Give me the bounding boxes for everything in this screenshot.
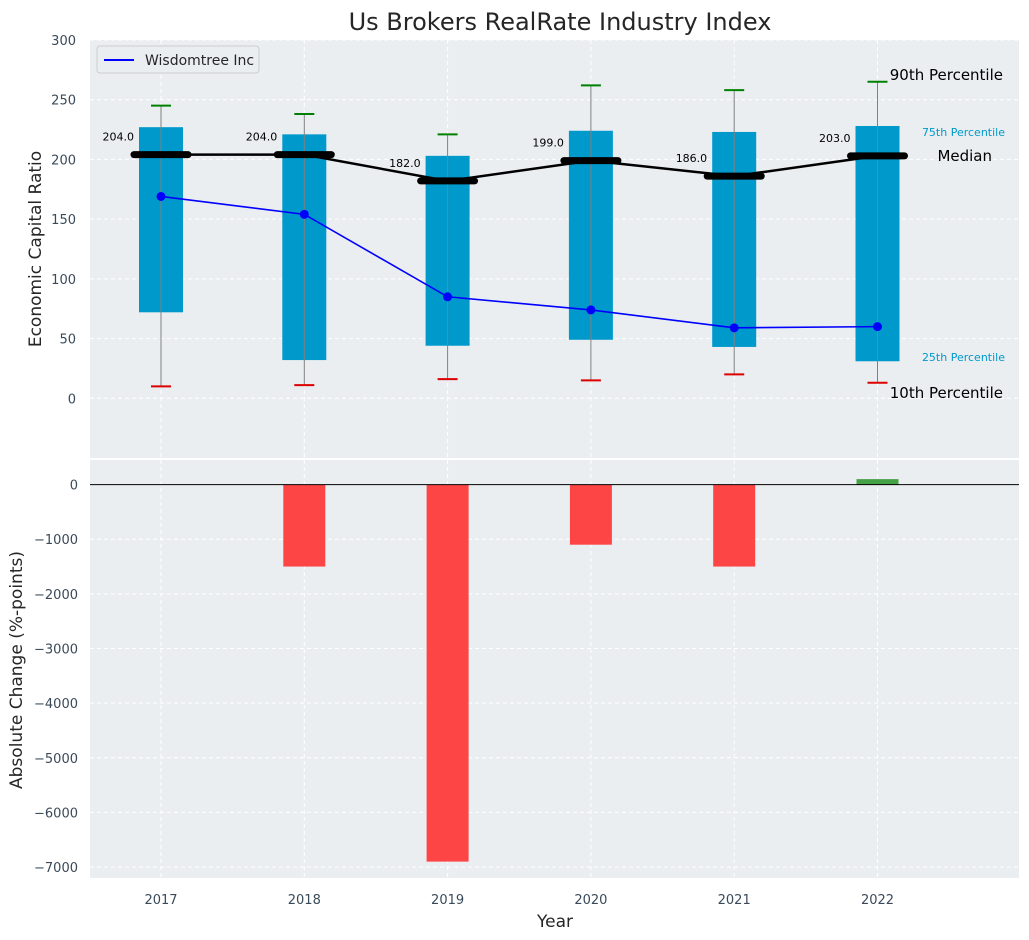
x-tick-label: 2019 xyxy=(431,893,464,908)
top-y-tick-label: 50 xyxy=(59,333,76,348)
bottom-y-tick-label: −2000 xyxy=(34,588,78,603)
series-line xyxy=(160,195,878,329)
median-value-label: 182.0 xyxy=(389,157,421,170)
x-tick-label: 2021 xyxy=(718,893,751,908)
bottom-plot-area xyxy=(90,460,1019,878)
change-bar-2022 xyxy=(856,479,899,485)
median-value-label: 199.0 xyxy=(532,137,564,150)
top-y-tick-label: 100 xyxy=(51,273,76,288)
label-p90: 90th Percentile xyxy=(890,66,1003,84)
change-bar-2020 xyxy=(569,484,612,545)
bottom-y-tick-label: −6000 xyxy=(34,806,78,821)
label-p10: 10th Percentile xyxy=(890,384,1003,402)
change-bar-2019 xyxy=(426,484,469,862)
bottom-y-tick-label: −5000 xyxy=(34,752,78,767)
legend: Wisdomtree Inc xyxy=(96,45,260,74)
legend-box xyxy=(96,45,260,74)
median-value-label: 186.0 xyxy=(676,152,708,165)
bottom-y-axis-label: Absolute Change (%-points) xyxy=(7,551,27,789)
x-tick-label: 2020 xyxy=(574,893,607,908)
label-p75: 75th Percentile xyxy=(922,126,1005,139)
x-tick-labels: 2017 2018 2019 2020 2021 2022 xyxy=(144,893,894,908)
x-tick-label: 2017 xyxy=(144,893,177,908)
bottom-y-tick-label: −7000 xyxy=(34,861,78,876)
bottom-y-tick-label: −1000 xyxy=(34,533,78,548)
x-axis-label: Year xyxy=(536,912,573,932)
top-y-axis-label: Economic Capital Ratio xyxy=(26,151,46,347)
x-tick-label: 2022 xyxy=(861,893,894,908)
series-point-2021 xyxy=(729,323,739,333)
bottom-y-tick-label: −4000 xyxy=(34,697,78,712)
bottom-y-tick-label: −3000 xyxy=(34,643,78,658)
median-value-label: 203.0 xyxy=(819,132,851,145)
series-point-2022 xyxy=(873,322,882,332)
series-point-2020 xyxy=(586,305,596,315)
change-bar-2018 xyxy=(283,484,326,567)
legend-series-label: Wisdomtree Inc xyxy=(145,53,254,69)
percentile-labels: 90th Percentile 75th Percentile Median 2… xyxy=(890,66,1005,402)
top-gridlines xyxy=(90,39,1019,458)
series-point-2017 xyxy=(156,191,166,201)
top-y-tick-label: 200 xyxy=(51,153,76,168)
label-p25: 25th Percentile xyxy=(922,351,1005,364)
change-bars xyxy=(283,479,899,862)
top-y-ticks: 0 50 100 150 200 250 300 xyxy=(51,34,76,407)
median-line-group: 204.0 204.0 182.0 199.0 186.0 203.0 xyxy=(103,131,908,185)
bottom-y-ticks: 0 −1000 −2000 −3000 −4000 −5000 −6000 −7000 xyxy=(34,479,78,876)
top-y-tick-label: 250 xyxy=(51,94,76,109)
bottom-y-tick-label: 0 xyxy=(70,479,78,494)
top-panel: 0 50 100 150 200 250 300 204.0 204.0 182.0 199.0 1… xyxy=(26,34,1019,458)
change-bar-2021 xyxy=(713,484,756,567)
x-tick-label: 2018 xyxy=(288,893,321,908)
top-y-tick-label: 0 xyxy=(68,392,76,407)
series-line-group xyxy=(156,191,882,333)
top-y-tick-label: 300 xyxy=(51,34,76,49)
median-value-label: 204.0 xyxy=(246,131,278,144)
percentile-boxes xyxy=(139,80,900,388)
median-value-label: 204.0 xyxy=(103,131,135,144)
label-median: Median xyxy=(937,147,992,165)
series-point-2018 xyxy=(299,209,309,219)
series-point-2019 xyxy=(443,292,453,302)
chart-title: Us Brokers RealRate Industry Index xyxy=(349,8,772,36)
bottom-panel: 0 −1000 −2000 −3000 −4000 −5000 −6000 −7000 Abs… xyxy=(7,460,1019,878)
top-y-tick-label: 150 xyxy=(51,213,76,228)
